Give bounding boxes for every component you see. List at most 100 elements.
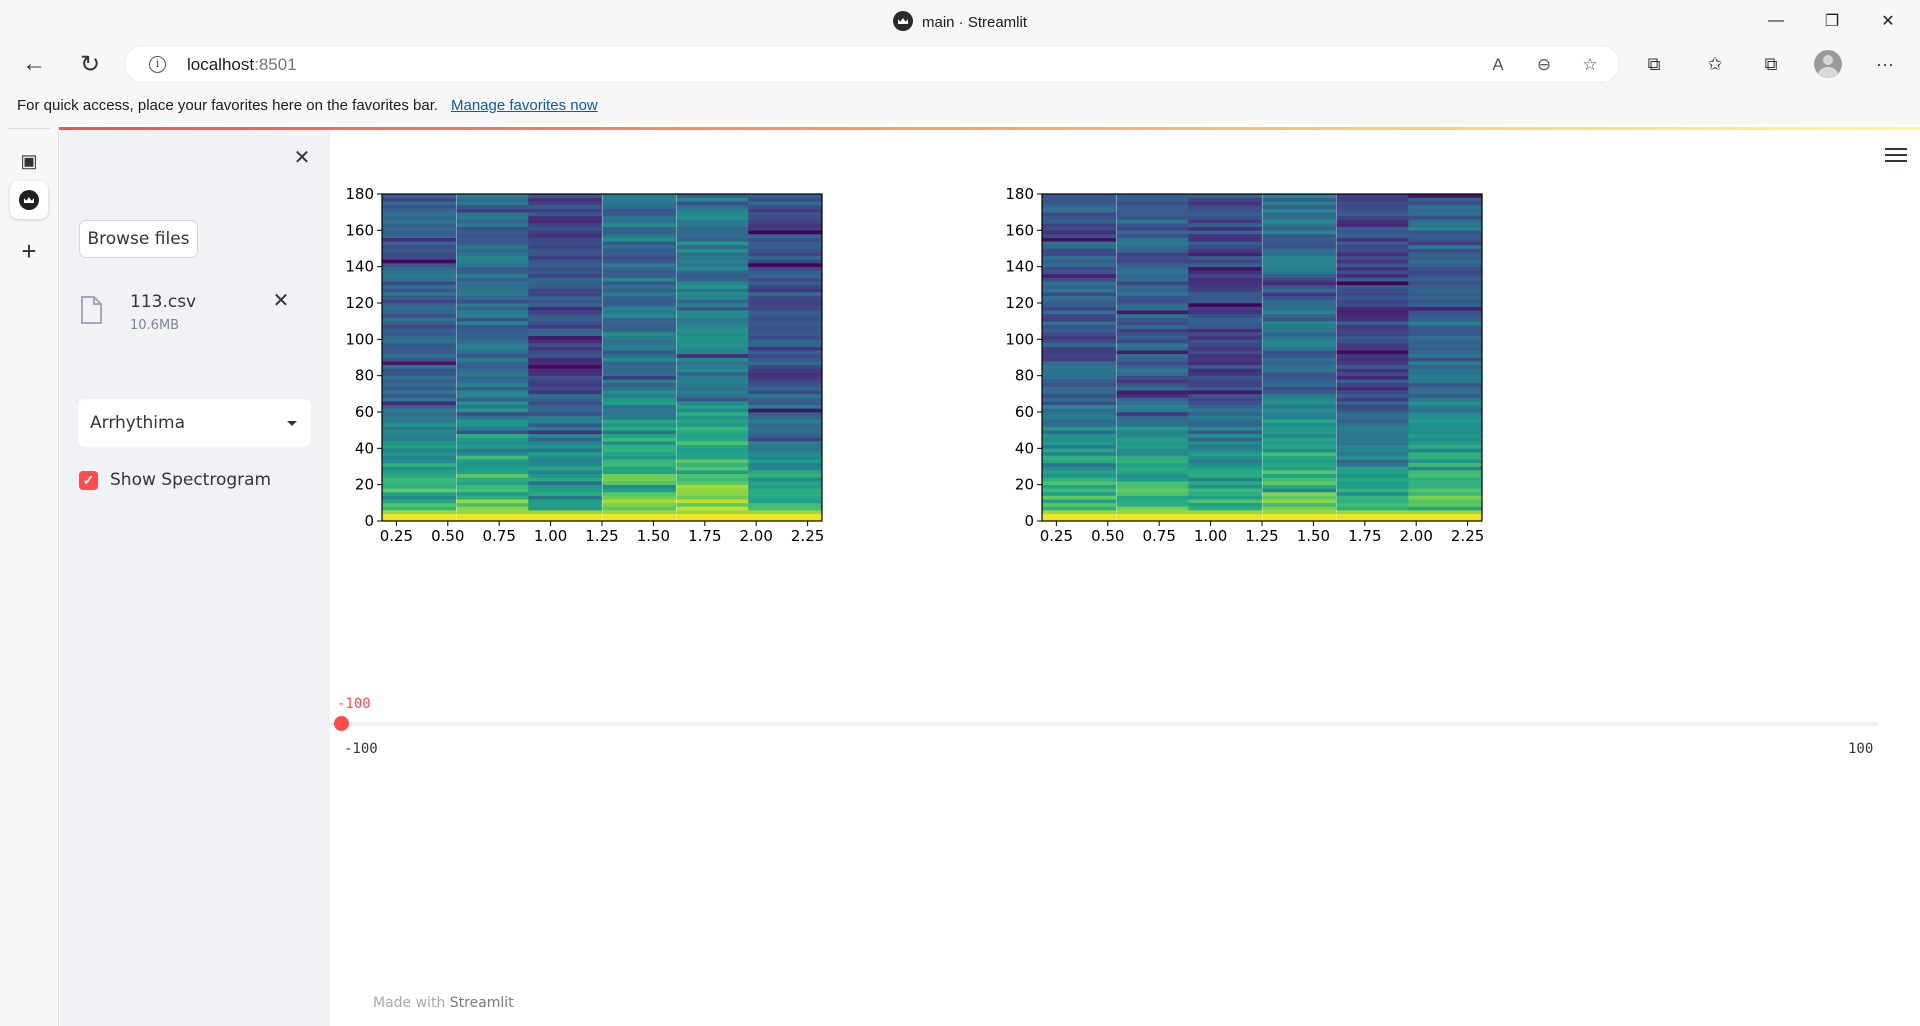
spectrogram-cell [1408, 299, 1482, 304]
extensions-icon[interactable]: ⧉ [1647, 53, 1661, 74]
footer-brand-link[interactable]: Streamlit [449, 995, 514, 1011]
favorites-icon[interactable]: ✩ [1707, 53, 1723, 74]
zoom-icon[interactable]: ⊖ [1536, 55, 1552, 74]
spectrogram-cell [1188, 350, 1262, 355]
spectrogram-cell [748, 422, 822, 427]
spectrogram-cell [1336, 335, 1410, 340]
spectrogram-cell [1336, 324, 1410, 329]
spectrogram-cell [748, 346, 822, 351]
browse-files-button[interactable]: Browse files [79, 220, 198, 258]
spectrogram-cell [1408, 386, 1482, 391]
spectrogram-cell [1262, 223, 1336, 227]
manage-favorites-link[interactable]: Manage favorites now [451, 97, 598, 114]
spectrogram-cell [456, 433, 530, 438]
chevron-down-icon [287, 421, 297, 426]
spectrogram-cell [528, 361, 602, 366]
close-sidebar-icon[interactable]: ✕ [293, 147, 311, 169]
spectrogram-cell [1408, 466, 1482, 471]
spectrogram-cell [1336, 299, 1410, 304]
read-aloud-icon[interactable]: A [1492, 55, 1504, 74]
spectrogram-cell [1188, 244, 1262, 249]
spectrogram-cell [1262, 335, 1336, 340]
spectrogram-cell [1408, 248, 1482, 253]
spectrogram-cell [602, 295, 676, 300]
spectrogram-cell [1262, 346, 1336, 351]
signal-type-select[interactable]: Arrhythima [78, 399, 311, 447]
spectrogram-cell [1336, 488, 1410, 493]
spectrogram-cell [1042, 284, 1116, 289]
spectrogram-cell [748, 303, 822, 307]
slider-track[interactable] [342, 722, 1878, 726]
address-bar[interactable]: i localhost:8501 A ⊖ ☆ [124, 45, 1620, 83]
spectrogram-cell [382, 433, 456, 438]
new-tab-icon[interactable]: + [21, 235, 37, 266]
spectrogram-cell [456, 430, 530, 435]
collections-icon[interactable]: ⧉ [1764, 53, 1778, 74]
show-spectrogram-checkbox[interactable]: ✓ [79, 471, 98, 490]
spectrogram-cell [1408, 277, 1482, 282]
spectrogram-cell [676, 448, 750, 453]
spectrogram-cell [1116, 455, 1190, 460]
spectrogram-cell [1188, 459, 1262, 464]
spectrogram-cell [1408, 237, 1482, 242]
spectrogram-cell [1336, 368, 1410, 373]
spectrogram-cell [748, 393, 822, 398]
spectrogram-cell [1188, 404, 1262, 409]
restore-button[interactable]: ❐ [1824, 13, 1840, 30]
spectrogram-cell [1408, 197, 1482, 202]
spectrogram-cell [1336, 510, 1410, 515]
spectrogram-cell [676, 441, 750, 445]
main-menu-icon[interactable] [1885, 148, 1907, 166]
spectrogram-cell [1042, 506, 1116, 511]
spectrogram-cell [382, 244, 456, 249]
spectrogram-cell [1408, 259, 1482, 264]
spectrogram-cell [456, 397, 530, 402]
spectrogram-cell [748, 259, 822, 264]
add-favorite-icon[interactable]: ☆ [1582, 55, 1598, 74]
tab-actions-icon[interactable]: ▣ [20, 150, 38, 171]
spectrogram-cell [1042, 419, 1116, 424]
spectrogram-cell [1188, 223, 1262, 227]
address-text[interactable]: localhost:8501 [187, 55, 297, 75]
show-spectrogram-label[interactable]: Show Spectrogram [110, 470, 272, 490]
spectrogram-cell [382, 310, 456, 315]
spectrogram-cell [456, 491, 530, 496]
spectrogram-cell [528, 448, 602, 453]
spectrogram-cell [1042, 441, 1116, 445]
spectrogram-cell [456, 332, 530, 336]
spectrogram-cell [528, 194, 602, 198]
more-menu-icon[interactable]: ··· [1876, 53, 1894, 74]
spectrogram-cell [456, 288, 530, 293]
minimize-button[interactable]: — [1768, 12, 1784, 29]
spectrogram-cell [1262, 488, 1336, 493]
close-window-button[interactable]: ✕ [1881, 13, 1895, 30]
spectrogram-cell [382, 397, 456, 402]
slider-thumb[interactable] [334, 716, 349, 731]
spectrogram-cell [602, 244, 676, 249]
spectrogram-cell [456, 241, 530, 246]
spectrogram-cell [528, 477, 602, 482]
x-tick-label: 1.00 [534, 527, 567, 545]
site-info-icon[interactable]: i [149, 56, 166, 73]
spectrogram-cell [528, 422, 602, 427]
refresh-button[interactable]: ↻ [79, 50, 101, 78]
spectrogram-cell [1408, 473, 1482, 478]
spectrogram-cell [676, 270, 750, 275]
streamlit-tab[interactable] [10, 181, 48, 219]
spectrogram-cell [528, 419, 602, 424]
spectrogram-cell [382, 317, 456, 322]
spectrogram-cell [1116, 462, 1190, 467]
spectrogram-cell [382, 484, 456, 489]
spectrogram-cell [456, 401, 530, 406]
spectrogram-cell [528, 364, 602, 369]
remove-file-icon[interactable]: ✕ [272, 290, 290, 312]
spectrogram-cell [602, 386, 676, 391]
back-button[interactable]: ← [22, 50, 46, 77]
spectrogram-cell [1042, 390, 1116, 395]
spectrogram-cell [676, 332, 750, 336]
spectrogram-cell [1116, 295, 1190, 300]
spectrogram-cell [382, 375, 456, 380]
profile-avatar[interactable] [1814, 50, 1842, 78]
spectrogram-cell [1188, 263, 1262, 267]
spectrogram-cell [382, 382, 456, 387]
